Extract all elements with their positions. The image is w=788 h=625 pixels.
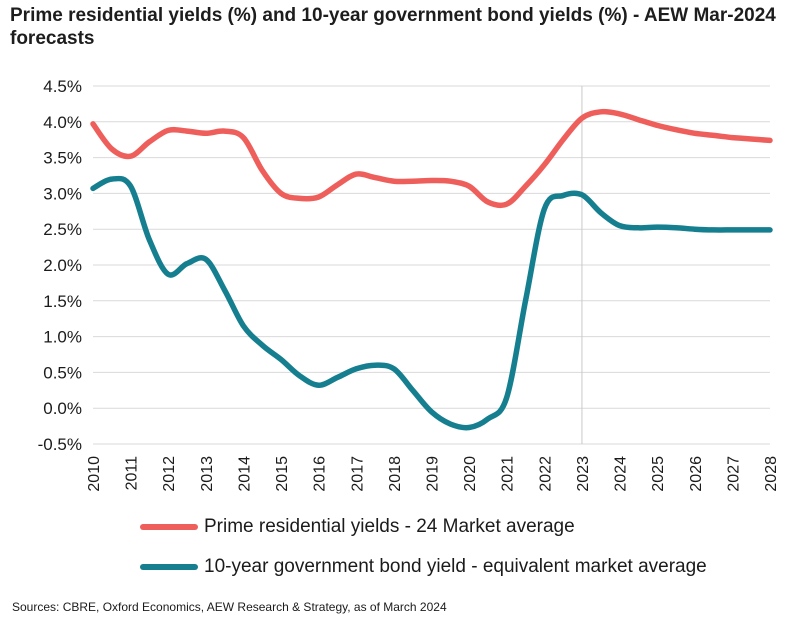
x-tick-label: 2016 [312, 456, 329, 492]
x-tick-label: 2022 [537, 456, 554, 492]
y-tick-label: 3.0% [43, 184, 82, 203]
y-tick-label: -0.5% [38, 435, 82, 454]
series-line-bond-yield [90, 175, 773, 431]
series-line-prime-residential [90, 108, 773, 209]
legend-item-bond-yield: 10-year government bond yield - equivale… [140, 556, 707, 578]
legend-label-bond-yield: 10-year government bond yield - equivale… [204, 556, 707, 577]
x-tick-label: 2025 [650, 456, 667, 492]
y-tick-label: 1.0% [43, 328, 82, 347]
y-tick-label: 0.5% [43, 363, 82, 382]
x-tick-label: 2020 [462, 456, 479, 492]
x-tick-label: 2027 [725, 456, 742, 492]
legend-label-prime-residential: Prime residential yields - 24 Market ave… [204, 516, 575, 537]
x-tick-label: 2012 [161, 456, 178, 492]
x-tick-label: 2010 [86, 456, 103, 492]
x-axis-ticks: 2010 2011 2012 2013 2014 2015 2016 2017 2018 2019… [86, 456, 780, 492]
y-tick-label: 3.5% [43, 149, 82, 168]
x-tick-label: 2026 [688, 456, 705, 492]
x-tick-label: 2017 [349, 456, 366, 492]
source-note: Sources: CBRE, Oxford Economics, AEW Res… [12, 600, 447, 614]
y-tick-label: 1.5% [43, 292, 82, 311]
y-tick-label: 4.5% [43, 77, 82, 96]
x-tick-label: 2028 [763, 456, 780, 492]
legend-item-prime-residential: Prime residential yields - 24 Market ave… [140, 516, 575, 538]
x-tick-label: 2015 [274, 456, 291, 492]
y-tick-label: 0.0% [43, 399, 82, 418]
x-tick-label: 2014 [236, 456, 253, 492]
grid-lines [93, 85, 770, 445]
x-tick-label: 2019 [425, 456, 442, 492]
x-tick-label: 2018 [387, 456, 404, 492]
x-tick-label: 2024 [613, 456, 630, 492]
x-tick-label: 2023 [575, 456, 592, 492]
x-tick-label: 2021 [500, 456, 517, 492]
x-tick-label: 2011 [124, 456, 141, 491]
y-tick-label: 2.5% [43, 220, 82, 239]
y-tick-label: 2.0% [43, 256, 82, 275]
y-tick-label: 4.0% [43, 113, 82, 132]
chart-title: Prime residential yields (%) and 10-year… [10, 5, 776, 49]
legend-swatch-prime-residential [140, 524, 198, 530]
series-lines [90, 108, 773, 431]
legend-swatch-bond-yield [140, 564, 198, 570]
y-axis-ticks: 4.5% 4.0% 3.5% 3.0% 2.5% 2.0% 1.5% 1.0% 0.5% 0.0%… [38, 77, 82, 454]
x-tick-label: 2013 [199, 456, 216, 492]
